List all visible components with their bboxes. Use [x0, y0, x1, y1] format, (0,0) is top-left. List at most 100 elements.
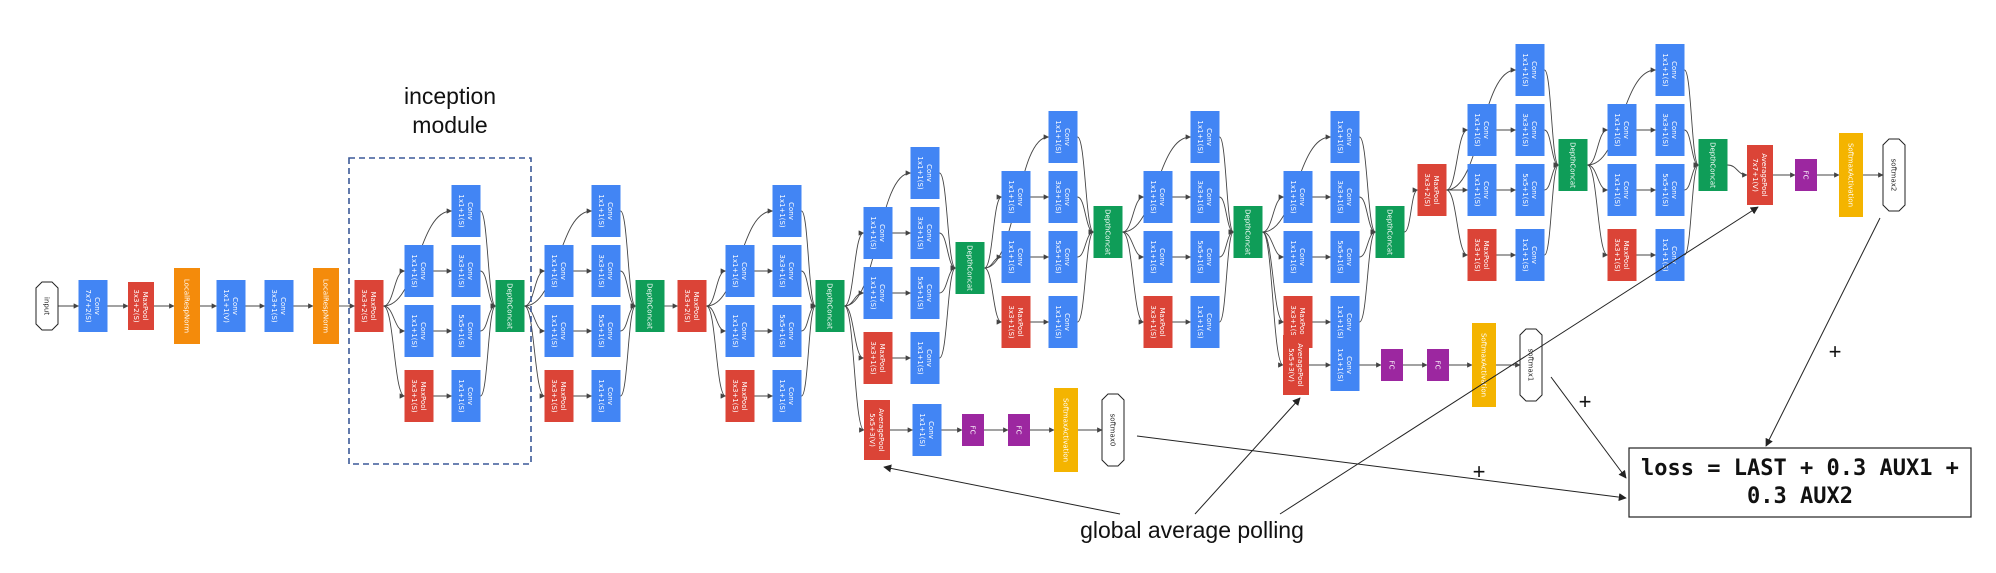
node-i3b_c5: Conv5x5+1(S) — [591, 305, 621, 357]
node-aux0_ap: AveragePool5x5+3(V) — [864, 400, 890, 460]
node-i3b_cat: DepthConcat — [635, 280, 665, 332]
node-label-line: Conv — [927, 421, 935, 439]
node-pool1: MaxPool3x3+2(S) — [128, 282, 154, 330]
node-avgpool: AveragePool7x7+1(V) — [1747, 145, 1773, 205]
node-i4c_c3: Conv3x3+1(S) — [1048, 171, 1078, 223]
edge-i4d_cat-to-aux1_ap — [1262, 231, 1284, 368]
node-label: Conv1x1+1(S) — [457, 194, 474, 228]
node-label: Conv1x1+1(S) — [1054, 120, 1071, 154]
node-label: DepthConcat — [1104, 209, 1112, 255]
node-label-line: 1x1+1(S) — [869, 276, 877, 310]
node-label: Conv1x1+1(S) — [918, 413, 935, 447]
node-label-line: Conv — [925, 164, 933, 182]
node-label: Conv1x1+1(S) — [778, 194, 795, 228]
edge-i4a_cat-to-aux0_ap — [844, 305, 865, 433]
node-label-line: softmax1 — [1527, 349, 1535, 382]
node-i4d_r5: Conv1x1+1(S) — [1143, 231, 1173, 283]
node-shape — [1143, 296, 1173, 348]
node-label-line: 1x1+1(V) — [222, 289, 230, 323]
node-label-line: 1x1+1(S) — [457, 194, 465, 228]
inception-module-label-line2: module — [412, 112, 487, 138]
edge-i4e_c1-to-i4e_cat — [1359, 136, 1377, 235]
node-label-line: Conv — [606, 202, 614, 220]
node-label-line: Conv — [1205, 313, 1213, 331]
edge-i3a_c1-to-i3a_cat — [480, 210, 497, 309]
node-label-line: 3x3+1(S) — [778, 254, 786, 288]
node-label: SoftmaxActivation — [1847, 143, 1855, 207]
softmax0-to-loss-arrow — [1136, 435, 1627, 502]
loss-formula-line1: loss = LAST + 0.3 AUX1 + — [1641, 456, 1959, 481]
node-shape — [1048, 296, 1078, 348]
node-label-line: 1x1+1(S) — [1149, 240, 1157, 274]
node-label-line: Conv — [466, 202, 474, 220]
node-i3a_r5: Conv1x1+1(S) — [404, 305, 434, 357]
node-label-line: 1x1+1(S) — [1473, 173, 1481, 207]
node-i4d_cat: DepthConcat — [1233, 206, 1263, 258]
node-shape — [863, 207, 893, 259]
node-label-line: FC — [1434, 361, 1442, 370]
node-label-line: 3x3+1(S) — [1473, 238, 1481, 272]
node-shape — [1330, 111, 1360, 163]
node-label-line: LocalRespNorm — [322, 279, 330, 333]
node-label-line: DepthConcat — [1709, 142, 1717, 188]
node-label: Conv1x1+1(S) — [916, 156, 933, 190]
node-shape — [591, 370, 621, 422]
edge-i5a_pp-to-i5a_cat — [1544, 162, 1560, 256]
node-label-line: Conv — [1345, 356, 1353, 374]
node-shape — [962, 414, 984, 446]
node-i4e_r5: Conv1x1+1(S) — [1283, 231, 1313, 283]
node-label-line: FC — [969, 426, 977, 435]
node-i4b_cat: DepthConcat — [955, 242, 985, 294]
node-input: input — [35, 281, 59, 331]
node-i4b_c1: Conv1x1+1(S) — [910, 147, 940, 199]
node-i3b_c3: Conv3x3+1(S) — [591, 245, 621, 297]
plus-sign-aux0: + — [1473, 459, 1486, 484]
node-i5a_r5: Conv1x1+1(S) — [1467, 164, 1497, 216]
node-label-line: Conv — [1345, 248, 1353, 266]
node-i4e_c1: Conv1x1+1(S) — [1330, 111, 1360, 163]
node-label-line: 3x3+1(S) — [869, 341, 877, 375]
node-label-line: MaxPool — [878, 344, 886, 373]
node-i4b_pp: Conv1x1+1(S) — [910, 332, 940, 384]
node-i4e_r3: Conv1x1+1(S) — [1283, 171, 1313, 223]
node-label-line: 1x1+1(S) — [916, 341, 924, 375]
node-label-line: Conv — [1482, 121, 1490, 139]
node-label-line: 1x1+1(S) — [869, 216, 877, 250]
inception-module-box — [348, 157, 532, 465]
node-shape — [1001, 231, 1031, 283]
node-label: Conv1x1+1(S) — [1336, 120, 1353, 154]
node-label: SoftmaxActivation — [1480, 333, 1488, 397]
node-label-line: 1x1+1(S) — [1196, 305, 1204, 339]
node-label-line: 1x1+1(S) — [410, 314, 418, 348]
node-aux0_out: softmax0 — [1101, 393, 1125, 467]
node-label-line: Conv — [1063, 248, 1071, 266]
edge-i4b_pp-to-i4b_cat — [939, 265, 957, 359]
node-label: DepthConcat — [1709, 142, 1717, 188]
edge-i4c_cat-to-i4d_r3 — [1122, 194, 1145, 233]
node-conv1: Conv7x7+2(S) — [78, 280, 108, 332]
node-label-line: Conv — [878, 224, 886, 242]
node-label-line: 1x1+1(S) — [778, 379, 786, 413]
node-i4e_c5: Conv5x5+1(S) — [1330, 231, 1360, 283]
node-label-line: Conv — [466, 322, 474, 340]
node-i5b_r5: Conv1x1+1(S) — [1607, 164, 1637, 216]
node-label-line: 3x3+2(S) — [360, 289, 368, 323]
node-i4a_c1: Conv1x1+1(S) — [772, 185, 802, 237]
node-label: DepthConcat — [506, 283, 514, 329]
node-label: Conv3x3+1(S) — [1336, 180, 1353, 214]
node-label-line: 5x5+1(S) — [778, 314, 786, 348]
edge-i5a_cat-to-i5b_mp — [1587, 164, 1609, 258]
node-label-line: MaxPool — [692, 292, 700, 321]
node-i5b_c3: Conv3x3+1(S) — [1655, 104, 1685, 156]
node-label: MaxPool3x3+1(S) — [1149, 305, 1166, 339]
node-label: Conv3x3+1(S) — [1521, 113, 1538, 147]
softmax2-to-loss-arrow — [1765, 217, 1881, 447]
node-label: DepthConcat — [1569, 142, 1577, 188]
node-i4d_mp: MaxPool3x3+1(S) — [1143, 296, 1173, 348]
edge-i3a_cat-to-i3b_r3 — [524, 268, 546, 307]
node-label-line: Conv — [559, 262, 567, 280]
node-label: Conv3x3+1(S) — [1054, 180, 1071, 214]
node-label-line: MaxPool — [1298, 308, 1306, 337]
node-lrn2: LocalRespNorm — [313, 268, 339, 344]
node-i4c_cat: DepthConcat — [1093, 206, 1123, 258]
